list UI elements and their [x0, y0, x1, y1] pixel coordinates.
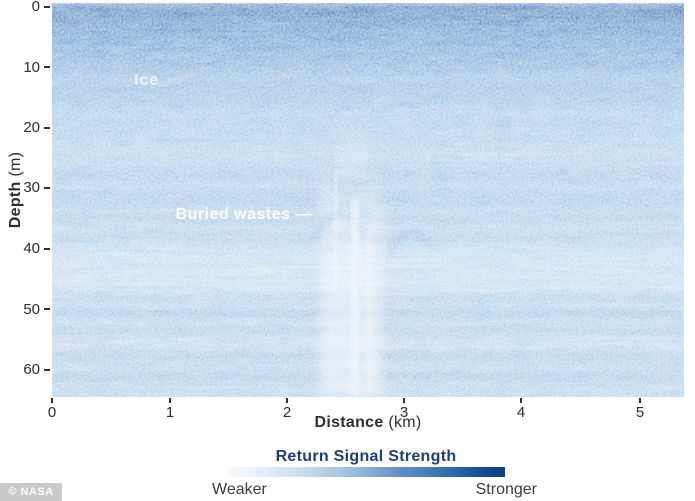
x-tick-mark	[639, 398, 641, 403]
x-tick-mark	[51, 398, 53, 403]
x-tick-label-1: 1	[165, 404, 175, 421]
x-tick-mark	[169, 398, 171, 403]
y-axis-title-unit: (m)	[7, 151, 24, 182]
buried-wastes-annotation: Buried wastes —	[176, 206, 312, 223]
x-tick-label-0: 0	[47, 404, 57, 421]
y-tick-mark	[44, 127, 50, 129]
y-tick-label-60: 60	[23, 361, 40, 378]
y-tick-mark	[44, 308, 50, 310]
y-tick-mark	[44, 369, 50, 371]
x-axis-title-word: Distance	[314, 414, 384, 431]
ice-annotation: Ice	[134, 72, 159, 89]
x-tick-mark	[520, 398, 522, 403]
y-tick-mark	[44, 248, 50, 250]
y-tick-label-0: 0	[31, 0, 40, 15]
y-tick-label-40: 40	[23, 240, 40, 257]
y-tick-mark	[44, 187, 50, 189]
y-tick-mark	[44, 6, 50, 8]
nasa-watermark: © NASA	[0, 483, 62, 501]
y-tick-label-30: 30	[23, 179, 40, 196]
x-tick-mark	[286, 398, 288, 403]
radargram-plot: Ice Buried wastes —	[52, 3, 684, 397]
x-axis-title: Distance (km)	[268, 414, 468, 432]
colorbar-max-label: Stronger	[475, 481, 537, 498]
colorbar-min-label: Weaker	[212, 481, 267, 498]
x-tick-label-5: 5	[635, 404, 645, 421]
colorbar-gradient	[225, 467, 505, 477]
colorbar-title: Return Signal Strength	[275, 448, 457, 465]
y-tick-label-20: 20	[23, 119, 40, 136]
x-tick-label-2: 2	[282, 404, 292, 421]
x-tick-label-4: 4	[516, 404, 526, 421]
y-tick-mark	[44, 66, 50, 68]
y-tick-label-10: 10	[23, 59, 40, 76]
y-tick-label-50: 50	[23, 301, 40, 318]
x-tick-label-3: 3	[399, 404, 409, 421]
x-tick-mark	[403, 398, 405, 403]
x-axis-title-unit: (km)	[383, 414, 422, 431]
